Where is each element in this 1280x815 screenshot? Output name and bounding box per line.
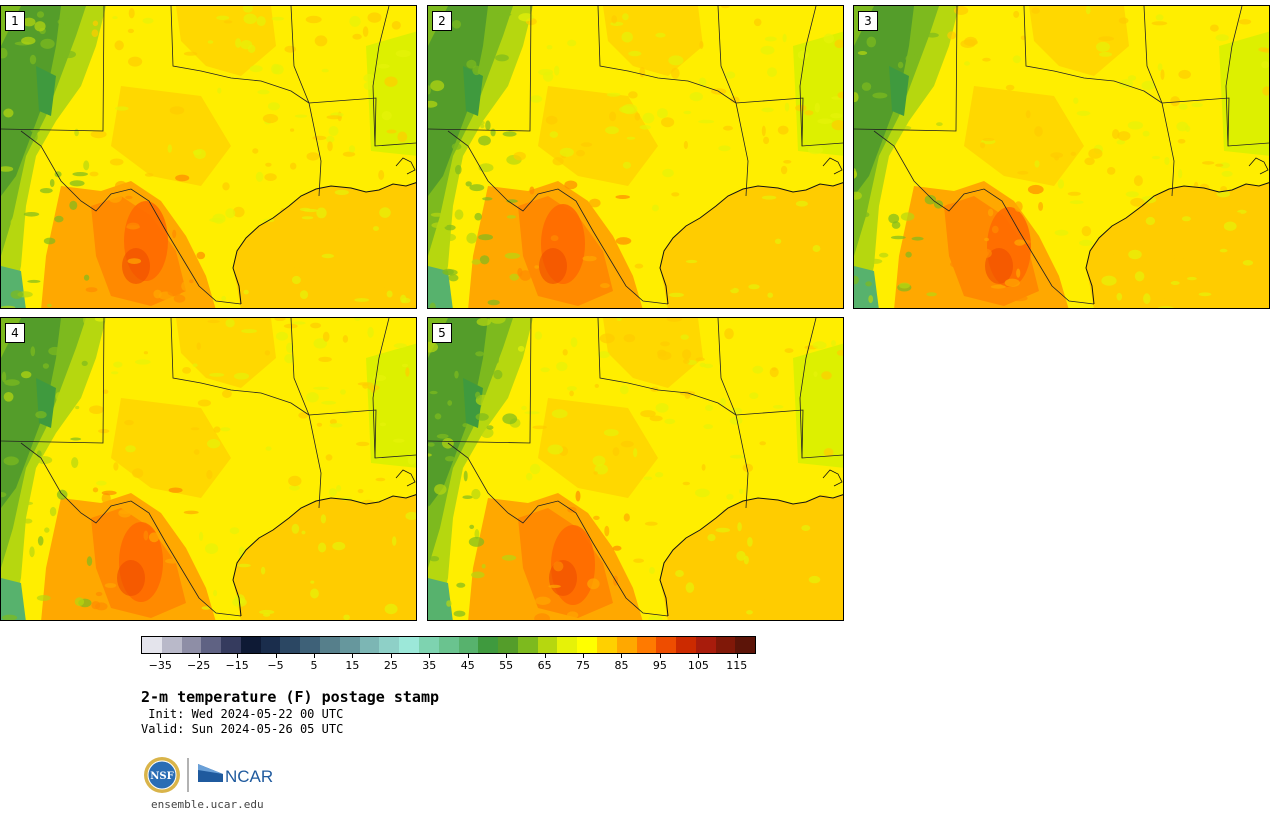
colorbar-segment (517, 637, 538, 653)
colorbar-tick-label: 15 (345, 659, 360, 672)
colorbar-segment (557, 637, 578, 653)
colorbar-tick-label: 75 (576, 659, 591, 672)
colorbar-segment (498, 637, 518, 653)
colorbar-segment (379, 637, 400, 653)
colorbar-tick-label: −25 (187, 659, 211, 672)
colorbar-segment (300, 637, 321, 653)
colorbar-segment (280, 637, 301, 653)
colorbar-tick-label: 65 (537, 659, 552, 672)
colorbar-tick-label: 5 (310, 659, 318, 672)
colorbar-tick-label: 55 (499, 659, 514, 672)
temperature-map (1, 318, 416, 620)
svg-text:NCAR: NCAR (225, 767, 273, 786)
colorbar-tick-label: 95 (652, 659, 667, 672)
colorbar-segment (537, 637, 558, 653)
svg-text:NSF: NSF (150, 771, 173, 782)
member-label: 4 (5, 323, 25, 343)
member-panel-3: 3 (853, 5, 1270, 309)
colorbar-tick-label: 115 (726, 659, 748, 672)
colorbar-segment (320, 637, 340, 653)
colorbar-segment (636, 637, 657, 653)
member-panel-2: 2 (427, 5, 844, 309)
colorbar-segment (596, 637, 617, 653)
colorbar-segment (181, 637, 202, 653)
temperature-map (854, 6, 1269, 308)
temperature-map (428, 6, 843, 308)
member-label: 3 (858, 11, 878, 31)
colorbar-segment (201, 637, 222, 653)
colorbar-tick-label: 25 (383, 659, 398, 672)
colorbar-segment (260, 637, 281, 653)
temperature-map (428, 318, 843, 620)
colorbar-segment (616, 637, 637, 653)
member-label: 2 (432, 11, 452, 31)
colorbar-segment (399, 637, 419, 653)
colorbar-segment (577, 637, 597, 653)
colorbar-segment (142, 637, 162, 653)
colorbar-segment (221, 637, 241, 653)
member-panel-1: 1 (0, 5, 417, 309)
colorbar-segment (418, 637, 439, 653)
temperature-colorbar (141, 636, 756, 654)
member-label: 1 (5, 11, 25, 31)
nsf-ncar-logo: NSF NCAR (144, 757, 273, 793)
colorbar-segment (458, 637, 479, 653)
colorbar-segment (695, 637, 716, 653)
colorbar-ticks: −35 −25 −15 −5 5 15 25 35 45 55 65 75 85 95 105 115 (141, 654, 756, 674)
colorbar-tick-label: 85 (614, 659, 629, 672)
member-label: 5 (432, 323, 452, 343)
colorbar-segment (676, 637, 696, 653)
valid-time: Valid: Sun 2024-05-26 05 UTC (141, 722, 344, 736)
colorbar-tick-label: 35 (422, 659, 437, 672)
colorbar-segment (735, 637, 756, 653)
colorbar-segment (339, 637, 360, 653)
colorbar-segment (359, 637, 380, 653)
website-link[interactable]: ensemble.ucar.edu (151, 798, 264, 811)
colorbar-segment (161, 637, 182, 653)
colorbar-segment (438, 637, 459, 653)
ncar-logo-icon: NCAR (198, 764, 273, 786)
nsf-logo-icon: NSF (144, 757, 180, 793)
temperature-map (1, 6, 416, 308)
init-time: Init: Wed 2024-05-22 00 UTC (141, 707, 344, 721)
colorbar-tick-label: −5 (267, 659, 284, 672)
colorbar-tick-label: −15 (225, 659, 249, 672)
colorbar-segment (240, 637, 261, 653)
chart-title: 2-m temperature (F) postage stamp (141, 688, 440, 706)
colorbar-tick-label: −35 (148, 659, 172, 672)
member-panel-5: 5 (427, 317, 844, 621)
colorbar-tick-label: 105 (687, 659, 709, 672)
colorbar-segment (656, 637, 677, 653)
colorbar-segment (478, 637, 499, 653)
member-panel-4: 4 (0, 317, 417, 621)
colorbar-segment (715, 637, 736, 653)
colorbar-tick-label: 45 (460, 659, 475, 672)
